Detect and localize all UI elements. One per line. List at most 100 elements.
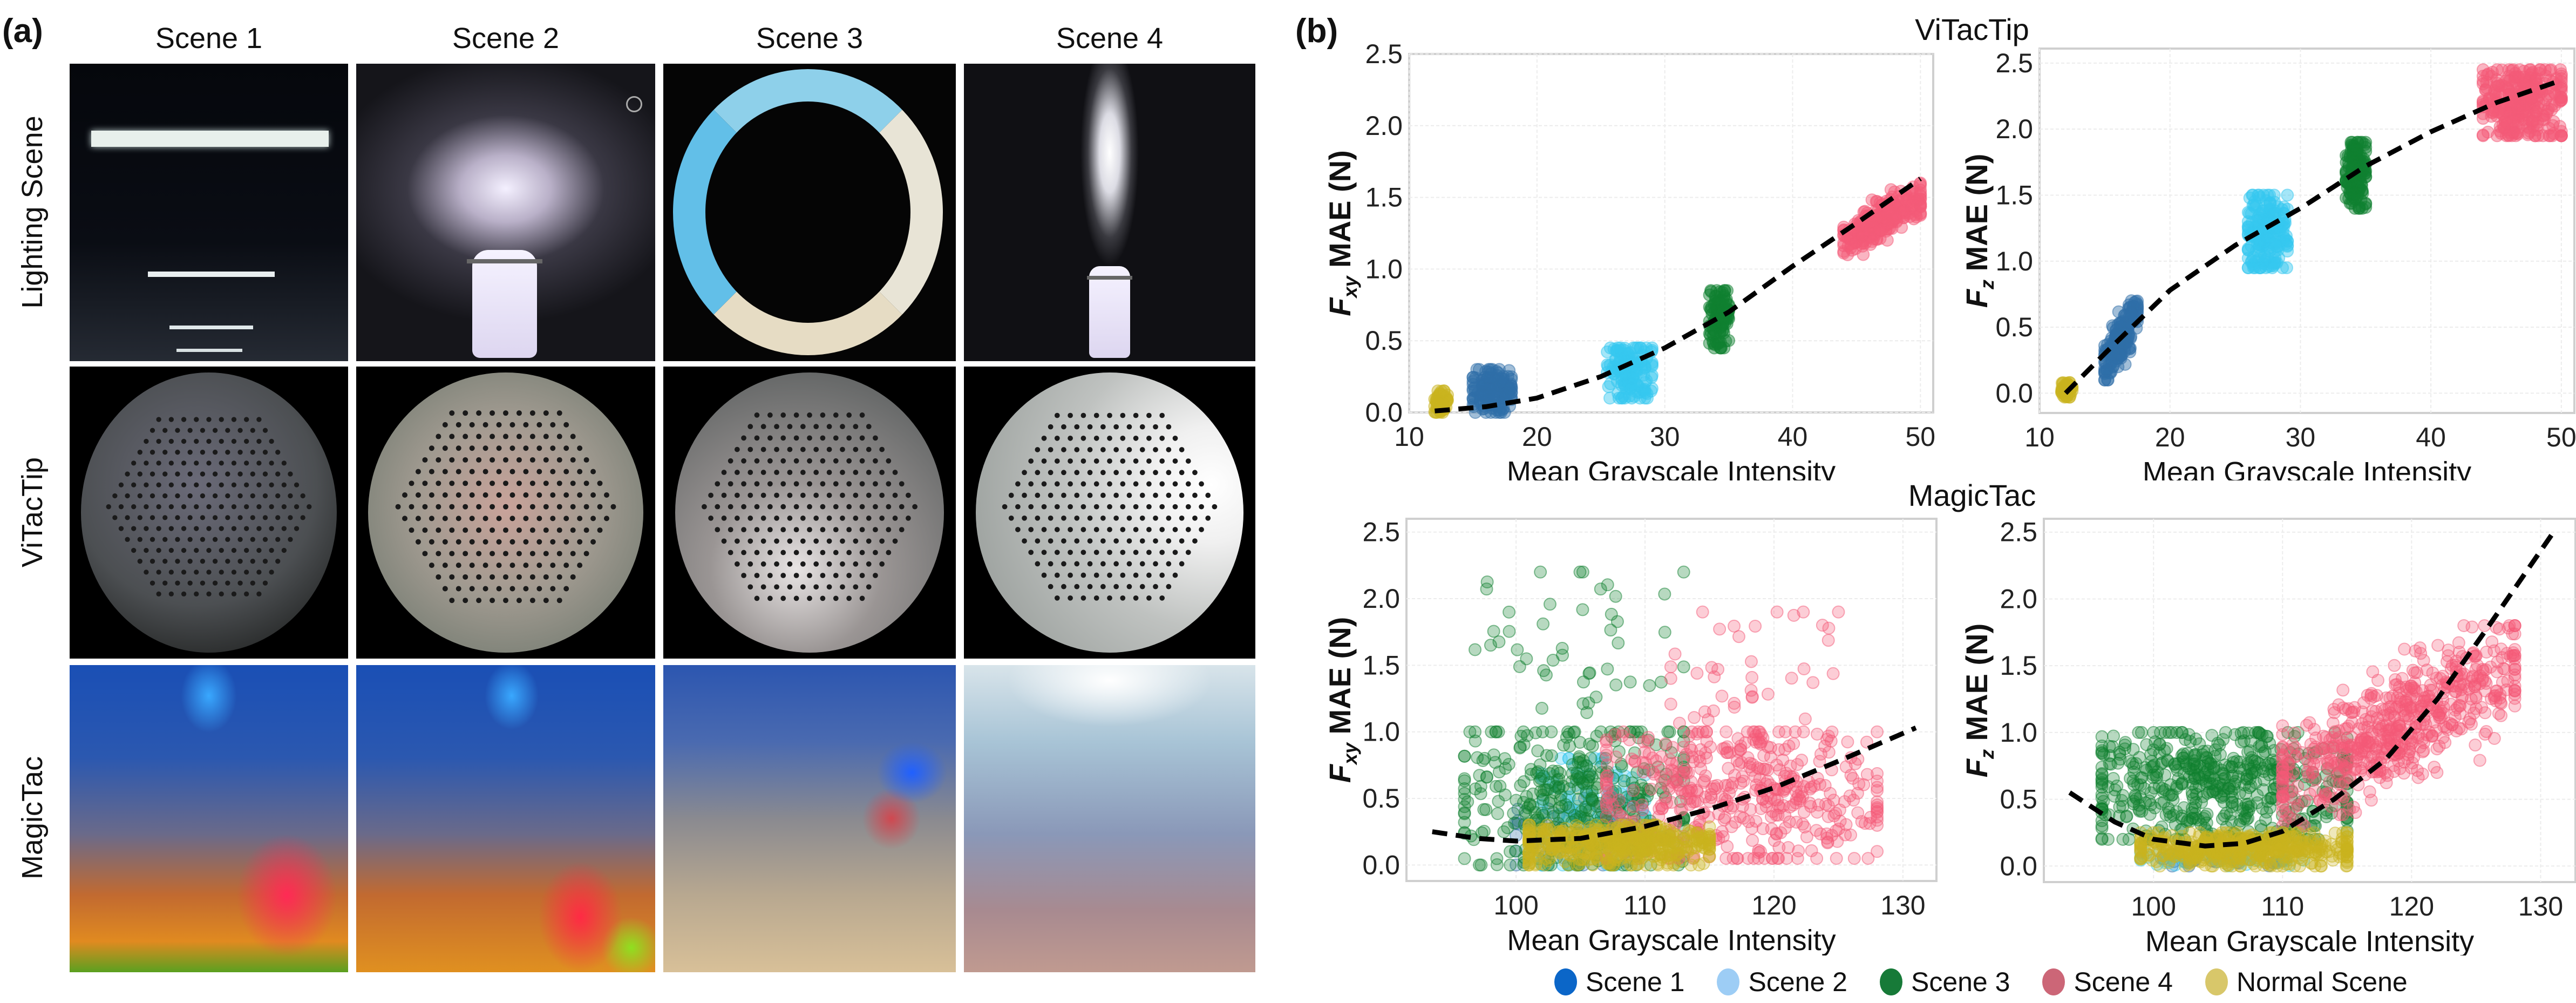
point-scene-4	[1813, 755, 1826, 768]
pin-dot	[1080, 550, 1086, 555]
pin-dot	[859, 550, 865, 555]
point-scene-4	[1798, 821, 1811, 834]
pin-dot	[767, 573, 773, 578]
point-scene-3	[1703, 336, 1716, 350]
point-scene-3	[1474, 780, 1487, 793]
pin-dot	[181, 547, 187, 553]
point-scene-3	[1555, 641, 1569, 655]
pin-dot	[262, 559, 268, 564]
pin-dot	[225, 559, 230, 564]
point-scene-3	[1562, 801, 1575, 815]
pin-dot	[237, 471, 243, 477]
pin-dot	[1093, 504, 1099, 510]
pin-dot	[162, 450, 168, 455]
point-scene-3	[1489, 725, 1503, 738]
point-scene-4	[1708, 670, 1721, 683]
pin-dot	[1146, 527, 1152, 532]
pin-dot	[1068, 435, 1073, 441]
pin-dot	[760, 561, 766, 567]
pin-dot	[1107, 458, 1112, 464]
pin-dot	[137, 515, 142, 520]
point-scene-4	[1606, 798, 1619, 811]
pin-dot	[456, 469, 461, 475]
pin-dot	[1107, 435, 1112, 441]
point-scene-3	[1517, 796, 1530, 809]
pin-dot	[846, 458, 852, 464]
point-scene-3	[1520, 652, 1533, 666]
pin-dot	[780, 504, 786, 510]
point-scene-4	[2485, 106, 2498, 119]
point-scene-3	[2177, 801, 2191, 815]
point-scene-4	[1791, 789, 1805, 803]
point-scene-3	[1573, 565, 1587, 579]
pin-dot	[853, 516, 859, 521]
pin-dot	[1139, 584, 1145, 589]
pin-dot	[873, 435, 878, 441]
pin-dot	[1153, 424, 1158, 430]
y-tick-label: 1.5	[2000, 650, 2037, 681]
point-scene-4	[1753, 725, 1766, 738]
pin-dot	[442, 469, 448, 475]
point-scene-4	[1871, 806, 1884, 819]
pin-dot	[456, 422, 461, 428]
pin-dot	[1172, 458, 1178, 464]
pin-dot	[800, 516, 806, 521]
point-scene-2	[2280, 261, 2293, 274]
pin-dot	[787, 561, 793, 567]
pin-dot	[194, 591, 199, 597]
pin-dot	[482, 469, 488, 475]
pin-dot	[747, 492, 753, 498]
pin-dot	[456, 516, 461, 521]
point-scene-4	[1811, 771, 1824, 785]
point-scene-3	[1471, 751, 1484, 764]
pin-dot	[800, 492, 806, 498]
pin-dot	[131, 460, 137, 466]
fit-curve	[2064, 78, 2563, 395]
pin-dot	[793, 527, 799, 532]
pin-dot	[200, 493, 206, 499]
point-scene-4	[1747, 852, 1761, 865]
pin-dot	[256, 547, 262, 553]
pin-dot	[833, 595, 839, 601]
pin-dot	[754, 573, 760, 578]
pin-dot	[826, 561, 832, 567]
pin-dot	[168, 526, 174, 531]
pin-dot	[721, 492, 727, 498]
pin-dot	[503, 574, 508, 580]
point-scene-4	[1888, 207, 1901, 221]
pin-dot	[1107, 527, 1112, 532]
pin-dot	[536, 445, 542, 451]
pin-dot	[577, 563, 583, 568]
pin-dot	[879, 446, 885, 452]
pin-dot	[760, 538, 766, 544]
point-scene-3	[2222, 760, 2236, 773]
point-scene-3	[2129, 789, 2142, 802]
point-scene-4	[1772, 852, 1785, 865]
pin-dot	[892, 538, 898, 544]
pin-dot	[187, 537, 193, 542]
pin-dot	[1041, 572, 1047, 578]
pin-dot	[1022, 492, 1027, 498]
point-scene-4	[2543, 64, 2557, 77]
pin-dot	[523, 586, 529, 592]
pin-dot	[294, 504, 300, 510]
pin-dot	[490, 410, 495, 416]
pin-dot	[1054, 435, 1060, 441]
pin-dot	[206, 526, 212, 531]
point-normal-scene	[1640, 848, 1654, 862]
pin-dot	[449, 574, 455, 580]
pin-dot	[1080, 458, 1086, 464]
pin-dot	[807, 527, 812, 532]
x-tick-label: 10	[1394, 422, 1424, 452]
pin-dot	[741, 481, 746, 487]
pin-dot	[1113, 515, 1119, 521]
pin-dot	[200, 580, 206, 586]
pin-dot	[886, 458, 892, 464]
pin-dot	[156, 417, 161, 422]
pin-dot	[168, 417, 174, 422]
point-scene-4	[2503, 73, 2516, 87]
pin-dot	[496, 539, 502, 545]
pin-dot	[181, 570, 187, 575]
pin-dot	[1153, 447, 1158, 452]
